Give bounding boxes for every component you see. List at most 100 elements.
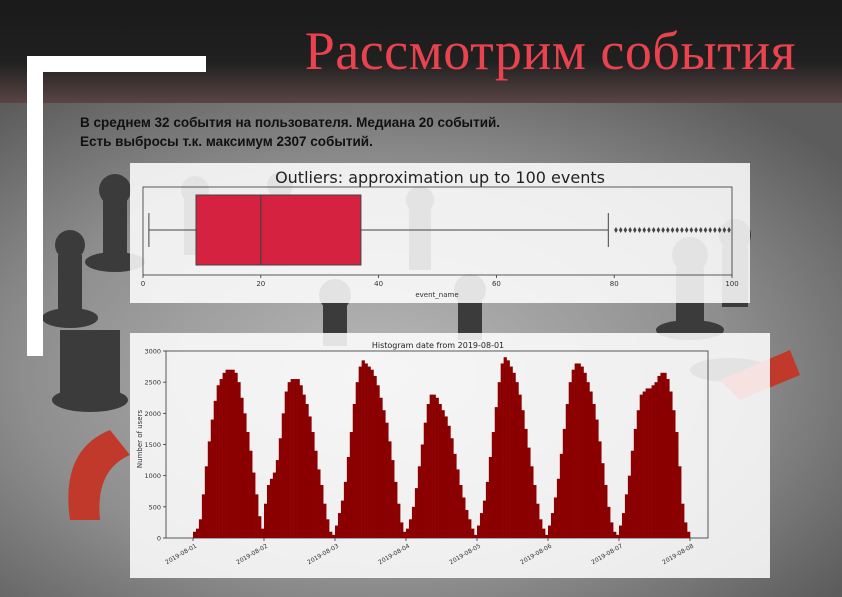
- histogram-title: Histogram date from 2019-08-01: [372, 341, 504, 350]
- histogram-bar: [521, 410, 525, 538]
- slide-title: Рассмотрим события: [304, 21, 796, 81]
- histogram-bar: [503, 357, 507, 538]
- boxplot-title: Outliers: approximation up to 100 events: [275, 168, 605, 187]
- histogram-bar: [269, 478, 274, 538]
- histogram-bar: [355, 382, 359, 538]
- histogram-bar: [376, 385, 380, 538]
- magnet-illustration: [68, 430, 130, 520]
- histogram-bar: [234, 372, 238, 538]
- histogram-x-tick-label: 2019-08-06: [519, 543, 553, 567]
- histogram-bar: [675, 432, 679, 538]
- histogram-bar: [249, 450, 253, 538]
- histogram-bar: [539, 519, 543, 538]
- histogram-bar: [678, 466, 682, 538]
- histogram-y-axis-label: Number of users: [136, 410, 144, 469]
- histogram-bar: [293, 379, 297, 538]
- boxplot-outlier: [708, 227, 713, 233]
- histogram-bar: [459, 485, 463, 538]
- histogram-bar: [672, 410, 676, 538]
- histogram-bar: [302, 394, 306, 538]
- histogram-y-tick-label: 0: [157, 535, 161, 543]
- histogram-bar: [583, 372, 587, 538]
- histogram-x-tick-label: 2019-08-03: [306, 543, 340, 567]
- histogram-bar: [645, 388, 649, 538]
- histogram-bar: [414, 488, 419, 538]
- boxplot-x-tick-label: 20: [256, 280, 265, 288]
- histogram-bar: [595, 419, 599, 538]
- histogram-bar: [506, 360, 510, 538]
- histogram-x-tick-label: 2019-08-01: [164, 543, 198, 567]
- boxplot-outlier: [642, 227, 647, 233]
- histogram-bar: [397, 503, 401, 538]
- histogram-y-tick-label: 1500: [144, 441, 161, 449]
- histogram-bar: [284, 391, 288, 538]
- histogram-bar: [444, 416, 448, 538]
- histogram-bar: [228, 369, 232, 538]
- histogram-bar: [426, 403, 430, 538]
- histogram-bar: [438, 403, 442, 538]
- histogram-bar: [311, 432, 315, 538]
- histogram-bar: [329, 531, 333, 538]
- histogram-bar: [553, 497, 558, 538]
- histogram-bar: [358, 366, 362, 538]
- histogram-bar: [349, 432, 354, 538]
- boxplot-outlier: [637, 227, 642, 233]
- histogram-bar: [565, 403, 570, 538]
- histogram-bar: [382, 410, 386, 538]
- boxplot-outlier: [698, 227, 703, 233]
- boxplot-outlier: [614, 227, 618, 233]
- histogram-bar: [562, 428, 567, 538]
- histogram-bar: [299, 385, 303, 538]
- histogram-bar: [435, 397, 439, 538]
- histogram-bar: [533, 485, 537, 538]
- histogram-bar: [296, 379, 300, 538]
- histogram-bar: [477, 525, 481, 538]
- histogram-bar: [219, 379, 223, 538]
- histogram-bar: [542, 528, 546, 538]
- histogram-bar: [545, 534, 549, 538]
- boxplot-outlier: [713, 227, 717, 233]
- histogram-plot-area: [165, 350, 709, 539]
- histogram-bar: [261, 528, 265, 538]
- histogram-y-tick-label: 2500: [144, 379, 161, 387]
- histogram-x-tick-label: 2019-08-04: [377, 543, 411, 567]
- histogram-bar: [468, 519, 472, 538]
- boxplot-outlier: [647, 227, 651, 233]
- histogram-x-tick-label: 2019-08-07: [590, 543, 624, 567]
- boxplot-x-tick-label: 40: [374, 280, 383, 288]
- boxplot-x-tick-label: 100: [725, 280, 738, 288]
- histogram-bar: [639, 394, 643, 538]
- histogram-bar: [287, 382, 291, 538]
- histogram-bar: [648, 388, 652, 538]
- histogram-bar: [666, 379, 670, 538]
- histogram-bar: [657, 375, 661, 538]
- histogram-bar: [604, 485, 608, 538]
- histogram-bar: [556, 478, 561, 538]
- histogram-bar: [320, 485, 324, 538]
- histogram-bar: [515, 382, 519, 538]
- histogram-bar: [231, 369, 235, 538]
- boxplot-outlier: [680, 227, 684, 233]
- histogram-bar: [642, 391, 646, 538]
- histogram-bar: [681, 503, 685, 538]
- boxplot-outlier: [722, 227, 727, 233]
- histogram-bar: [423, 422, 428, 538]
- histogram-x-tick-label: 2019-08-08: [661, 543, 695, 567]
- frame-top-bar: [27, 56, 206, 72]
- histogram-bar: [663, 372, 667, 538]
- boxplot-outlier: [717, 227, 722, 233]
- histogram-bar: [548, 525, 552, 538]
- boxplot-outlier: [651, 227, 656, 233]
- histogram-bar: [512, 372, 516, 538]
- histogram-bar: [278, 438, 283, 538]
- histogram-bar: [335, 525, 339, 538]
- histogram-bar: [252, 472, 256, 538]
- histogram-bar: [491, 432, 496, 538]
- histogram-bar: [213, 400, 217, 538]
- histogram-bar: [266, 485, 271, 538]
- histogram-bar: [471, 528, 475, 538]
- histogram-y-ticks: 0 500 1000 1500 2000 2500 3000: [144, 348, 166, 543]
- histogram-bar: [246, 432, 250, 538]
- histogram-bar: [198, 519, 203, 538]
- histogram-bar: [332, 534, 336, 538]
